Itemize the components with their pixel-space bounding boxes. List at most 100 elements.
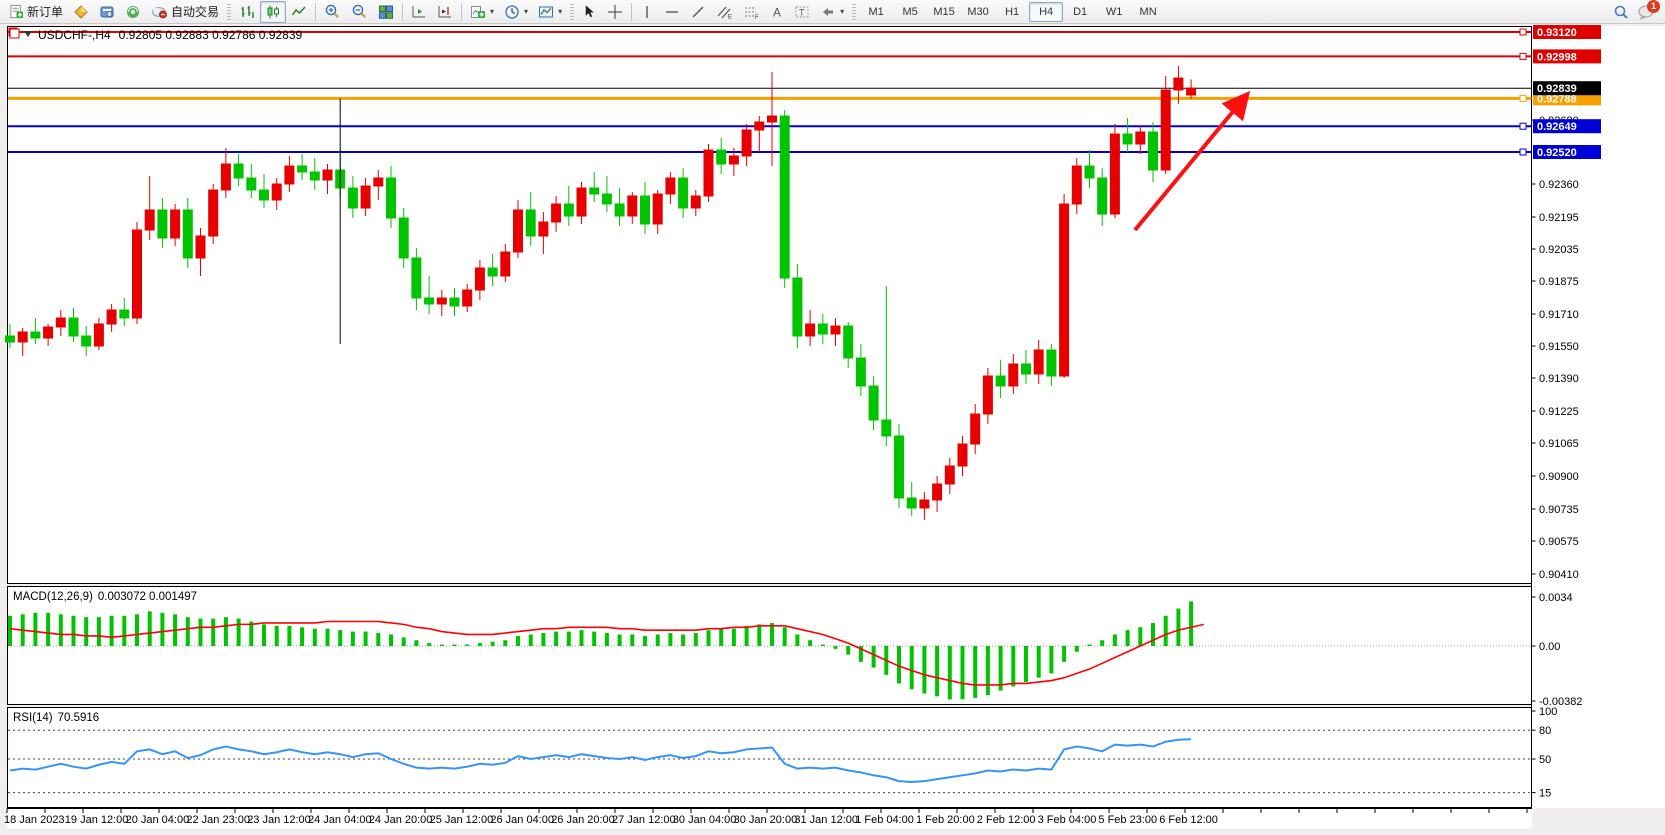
fibonacci-tool-button[interactable]: F [738, 1, 765, 23]
toolbar-drag-handle[interactable] [227, 3, 232, 20]
timeframe-button-M15[interactable]: M15 [933, 5, 955, 18]
crosshair-tool-button[interactable] [602, 1, 628, 23]
fibonacci-icon: F [745, 7, 759, 20]
main-chart-panel[interactable] [7, 26, 1532, 584]
timeframe-button-M5[interactable]: M5 [902, 5, 918, 18]
rsi-scale-label: 15 [1539, 788, 1551, 800]
bar-chart-type-button[interactable] [234, 1, 260, 23]
candle [982, 368, 993, 424]
zoom-out-icon [352, 4, 367, 19]
text-tool-button[interactable]: A [765, 1, 789, 23]
date-label: 22 Jan 23:00 [186, 814, 250, 826]
candle [398, 208, 409, 268]
templates-caret-icon: ▾ [558, 7, 563, 16]
hline-handle[interactable] [1519, 94, 1527, 102]
cursor-tool-button[interactable] [577, 1, 602, 23]
candle [830, 318, 841, 346]
date-label: 5 Feb 23:00 [1098, 814, 1157, 826]
line-chart-type-button[interactable] [286, 1, 312, 23]
auto-scroll-button[interactable] [406, 1, 432, 23]
chart-menu-icon[interactable] [9, 28, 20, 39]
hline-handle[interactable] [1519, 122, 1527, 130]
search-icon[interactable] [1613, 4, 1629, 20]
templates-button[interactable]: ▾ [533, 1, 567, 23]
candle [157, 198, 168, 248]
candle [360, 178, 371, 216]
candle [665, 172, 676, 204]
candle [424, 276, 435, 314]
date-label: 30 Jan 20:00 [734, 814, 798, 826]
candle [132, 222, 142, 324]
signals-button[interactable] [120, 1, 146, 23]
auto-scroll-icon [412, 5, 426, 17]
drawings-layer[interactable] [339, 90, 1251, 344]
chart-title: USDCHF-,H4 0.92805 0.92883 0.92786 0.9283… [38, 28, 303, 42]
candle [93, 318, 104, 350]
gold-diamond-icon [74, 4, 88, 19]
timeframe-button-M30[interactable]: M30 [967, 5, 989, 18]
candle [119, 298, 130, 326]
zoom-in-button[interactable] [319, 1, 346, 23]
vertical-line-tool-button[interactable] [635, 1, 659, 23]
candle [1033, 340, 1044, 384]
hline-handle[interactable] [1519, 148, 1527, 156]
price-label: 0.92649 [1537, 121, 1577, 133]
candle [779, 110, 790, 288]
trendline-tool-button[interactable] [685, 1, 711, 23]
candle [170, 204, 181, 246]
price-tick-label: 0.91550 [1539, 341, 1579, 353]
candle [805, 310, 816, 346]
candle [551, 196, 562, 232]
indicators-button[interactable]: ▾ [465, 1, 499, 23]
price-label: 0.92520 [1537, 147, 1577, 159]
zoom-in-icon [325, 4, 340, 19]
timeframe-button-MN[interactable]: MN [1139, 5, 1157, 18]
candle [906, 482, 917, 516]
new-order-button[interactable]: 新订单 [4, 1, 68, 23]
auto-trading-button[interactable]: 自动交易 [146, 1, 224, 23]
candle [716, 138, 727, 174]
text-label-tool-button[interactable]: T [789, 1, 815, 23]
candle [271, 178, 282, 210]
macd-label: MACD(12,26,9) 0.003072 0.001497 [13, 591, 197, 603]
rsi-panel[interactable] [7, 707, 1532, 808]
candle [1059, 194, 1070, 378]
collapse-objects-icon[interactable] [24, 31, 32, 37]
horizontal-lines-layer[interactable] [8, 27, 1532, 156]
axis-labels-layer: 0.926800.923600.921950.920350.918750.917… [4, 25, 1601, 826]
data-window-button[interactable] [94, 1, 120, 23]
timeframe-button-H1[interactable]: H1 [1005, 5, 1020, 18]
notifications-button[interactable]: 1 [1637, 0, 1660, 20]
toolbar-drag-handle[interactable] [852, 3, 857, 20]
trend-arrow-drawing[interactable] [1133, 90, 1251, 232]
timeframe-button-D1[interactable]: D1 [1073, 5, 1088, 18]
channel-tool-button[interactable]: E [711, 1, 738, 23]
price-label: 0.92788 [1537, 93, 1577, 105]
candle [627, 192, 638, 224]
candlestick-chart-type-button[interactable] [260, 0, 287, 23]
arrows-tool-button[interactable]: ▾ [815, 1, 849, 23]
horizontal-line-tool-button[interactable] [659, 1, 685, 23]
price-tick-label: 0.92035 [1539, 244, 1579, 256]
candle [792, 264, 803, 348]
hline-handle[interactable] [1519, 28, 1527, 36]
date-label: 25 Jan 12:00 [430, 814, 494, 826]
price-label: 0.92839 [1537, 83, 1577, 95]
cursor-icon [585, 5, 594, 18]
charts-button[interactable] [68, 1, 94, 23]
zoom-out-button[interactable] [346, 1, 373, 23]
candle [487, 254, 498, 286]
toolbar-drag-handle[interactable] [570, 3, 575, 20]
date-label: 20 Jan 04:00 [126, 814, 190, 826]
periods-button[interactable]: ▾ [499, 1, 533, 23]
tile-windows-button[interactable] [373, 1, 399, 23]
timeframe-button-M1[interactable]: M1 [868, 5, 884, 18]
price-tick-label: 0.91390 [1539, 373, 1579, 385]
svg-text:T: T [799, 7, 805, 17]
chart-shift-button[interactable] [432, 1, 458, 23]
timeframe-button-W1[interactable]: W1 [1105, 5, 1123, 18]
hline-handle[interactable] [1519, 52, 1527, 60]
vertical-line-icon [646, 5, 648, 18]
timeframe-button-H4[interactable]: H4 [1029, 1, 1064, 22]
time-axis-area[interactable] [7, 808, 1532, 829]
